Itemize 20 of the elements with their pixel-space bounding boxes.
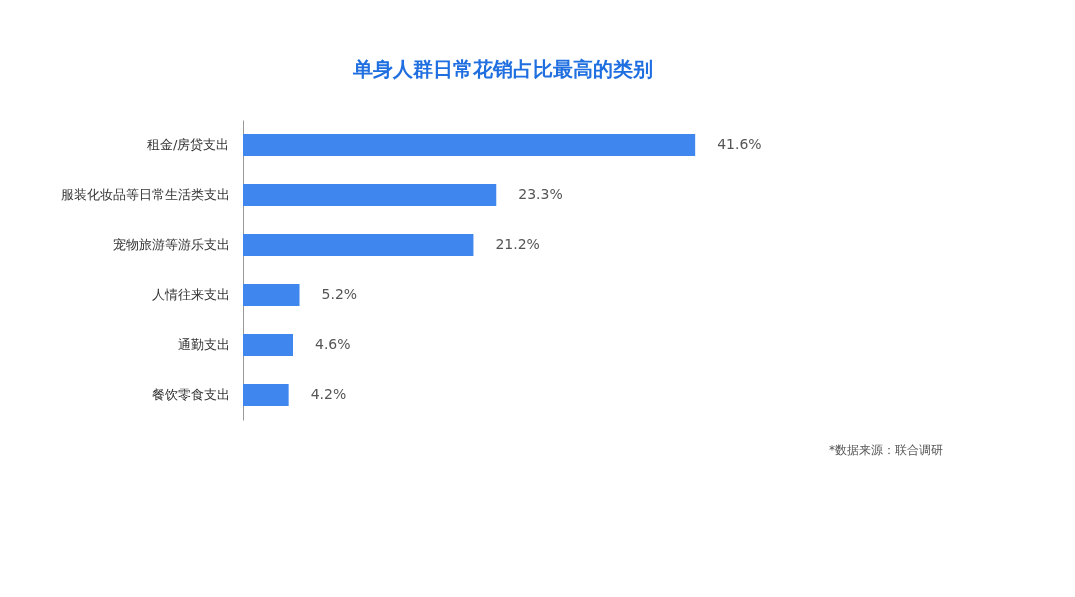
text: *数据来源：联合调研: [829, 443, 943, 457]
bar: [243, 384, 289, 406]
bar: [243, 334, 293, 356]
y-tick-label: 宠物旅游等游乐支出: [112, 237, 230, 252]
chart-title: 单身人群日常花销占比最高的类别: [352, 57, 653, 81]
bar: [243, 284, 300, 306]
data-label: 5.2%: [321, 286, 358, 302]
y-tick-label: 人情往来支出: [151, 287, 230, 302]
bar: [243, 234, 474, 256]
y-tick-label: 服装化妆品等日常生活类支出: [60, 187, 230, 202]
y-tick-label: 餐饮零食支出: [151, 387, 230, 402]
data-label: 41.6%: [717, 136, 762, 152]
data-label: 23.3%: [518, 186, 563, 202]
data-label: 4.2%: [310, 386, 347, 402]
data-label: 21.2%: [495, 236, 540, 252]
y-tick-label: 通勤支出: [177, 337, 230, 352]
bar: [243, 184, 497, 206]
bar: [243, 134, 696, 156]
y-tick-label: 租金/房贷支出: [147, 137, 230, 152]
data-label: 4.6%: [315, 336, 351, 352]
